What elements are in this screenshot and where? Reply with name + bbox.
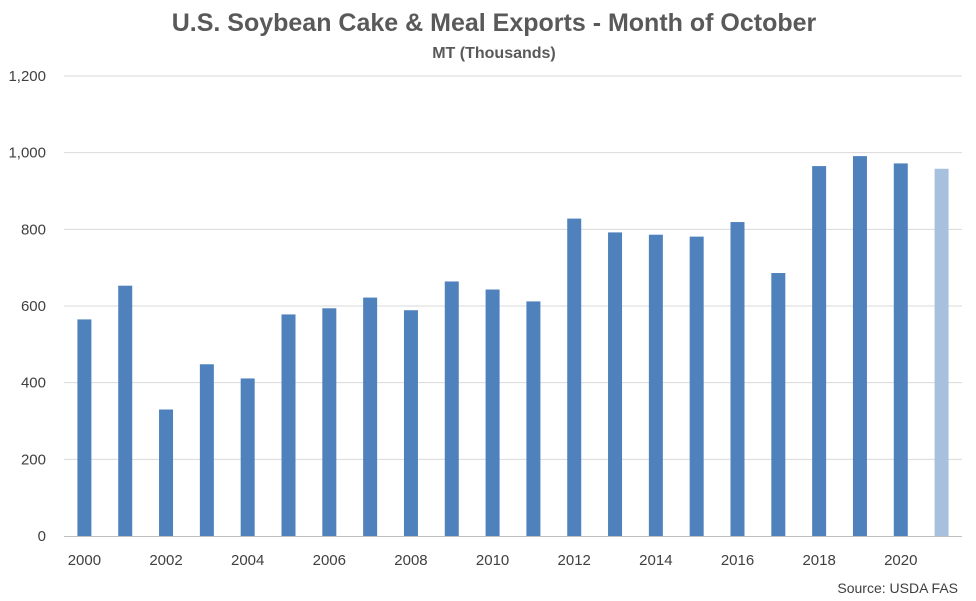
x-tick-label: 2004 (231, 552, 264, 569)
bar-2021 (934, 168, 949, 536)
x-tick-label: 2012 (558, 552, 591, 569)
bar-2012 (567, 218, 582, 536)
x-tick-label: 2010 (476, 552, 509, 569)
chart-subtitle: MT (Thousands) (432, 45, 556, 62)
bar-2001 (118, 285, 133, 536)
bar-2019 (852, 156, 867, 536)
x-tick-label: 2014 (639, 552, 672, 569)
bar-2014 (648, 234, 663, 536)
bar-2007 (363, 297, 378, 536)
y-tick-label: 0 (38, 528, 46, 545)
bar-2016 (730, 222, 745, 537)
bar-2004 (240, 378, 255, 536)
y-tick-label: 400 (21, 375, 46, 392)
x-tick-label: 2002 (149, 552, 182, 569)
x-tick-label: 2016 (721, 552, 754, 569)
bar-2003 (199, 364, 214, 536)
bar-2008 (403, 310, 418, 536)
bar-2015 (689, 236, 704, 536)
bar-2010 (485, 289, 500, 536)
bar-2006 (322, 308, 337, 536)
bar-2009 (444, 281, 459, 536)
y-tick-label: 800 (21, 221, 46, 238)
bar-2000 (77, 319, 92, 536)
bar-2020 (893, 163, 908, 536)
bar-2017 (771, 273, 786, 536)
x-tick-label: 2006 (313, 552, 346, 569)
x-tick-label: 2018 (802, 552, 835, 569)
y-tick-label: 1,000 (8, 145, 46, 162)
bar-2005 (281, 314, 296, 536)
x-tick-label: 2000 (68, 552, 101, 569)
bar-2011 (526, 301, 541, 536)
x-tick-label: 2008 (394, 552, 427, 569)
bars (77, 156, 949, 537)
y-axis-ticks: 0 200 400 600 800 1,000 1,200 (8, 68, 46, 545)
y-tick-label: 600 (21, 298, 46, 315)
bar-2013 (608, 232, 623, 536)
bar-2002 (159, 409, 174, 536)
x-tick-label: 2020 (884, 552, 917, 569)
y-tick-label: 1,200 (8, 68, 46, 85)
bar-2018 (812, 166, 827, 537)
y-tick-label: 200 (21, 451, 46, 468)
source-note: Source: USDA FAS (837, 580, 958, 596)
gridlines (64, 75, 962, 460)
x-axis-ticks: 2000 2002 2004 2006 2008 2010 2012 2014 2016 2018… (68, 552, 918, 569)
chart-title: U.S. Soybean Cake & Meal Exports - Month… (172, 9, 817, 37)
